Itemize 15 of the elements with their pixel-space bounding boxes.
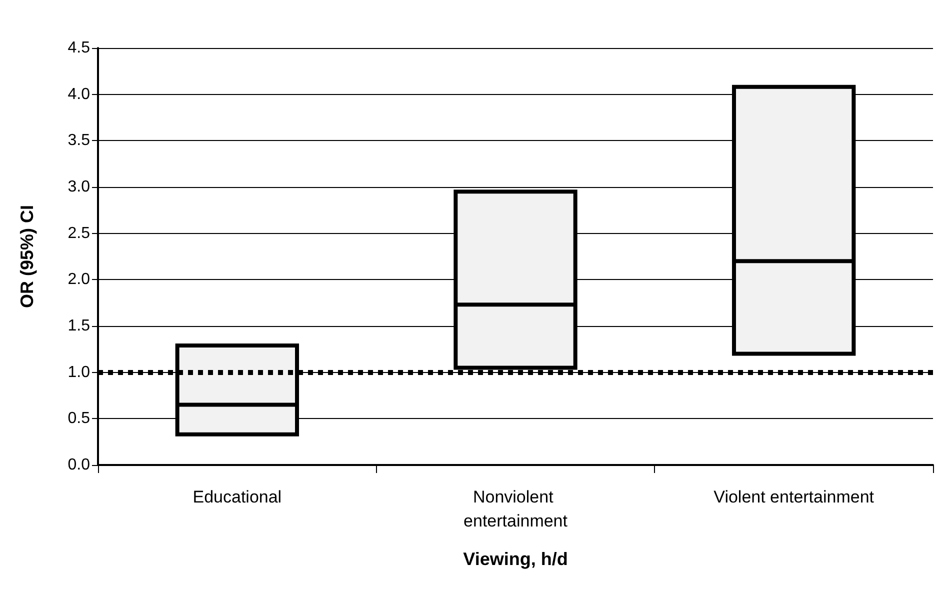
y-tick-label: 1.5 xyxy=(68,318,90,334)
y-tick-label: 0.5 xyxy=(68,410,90,428)
y-tick-label: 2.5 xyxy=(68,224,90,242)
y-tick-label: 3.5 xyxy=(68,132,90,150)
y-axis-title: OR (95%) CI xyxy=(17,204,37,308)
x-tick-label: Educational xyxy=(192,488,282,506)
y-tick-label: 4.5 xyxy=(68,40,90,56)
y-tick-label: 4.0 xyxy=(68,86,90,103)
y-tick-label: 0.0 xyxy=(68,456,90,474)
y-tick-label: 2.0 xyxy=(68,271,90,288)
y-tick-label: 3.0 xyxy=(68,178,90,196)
y-tick-label: 1.0 xyxy=(68,364,90,381)
x-tick-label: Violent entertainment xyxy=(714,488,874,506)
x-tick-label: Nonviolent entertainment xyxy=(464,488,568,530)
x-axis-title: Viewing, h/d xyxy=(463,549,568,569)
